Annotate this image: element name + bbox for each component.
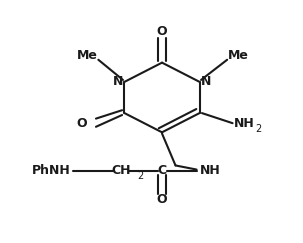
Text: 2: 2 [256, 124, 262, 134]
Text: N: N [113, 75, 123, 88]
Text: O: O [157, 25, 167, 38]
Text: NH: NH [234, 117, 255, 130]
Text: 2: 2 [137, 171, 144, 181]
Text: C: C [158, 164, 167, 177]
Text: N: N [201, 75, 211, 88]
Text: PhNH: PhNH [32, 164, 70, 177]
Text: —: — [77, 164, 91, 178]
Text: CH: CH [112, 164, 131, 177]
Text: Me: Me [77, 49, 97, 62]
Text: Me: Me [228, 49, 249, 62]
Text: NH: NH [200, 164, 220, 177]
Text: O: O [76, 117, 87, 130]
Text: O: O [157, 193, 167, 206]
